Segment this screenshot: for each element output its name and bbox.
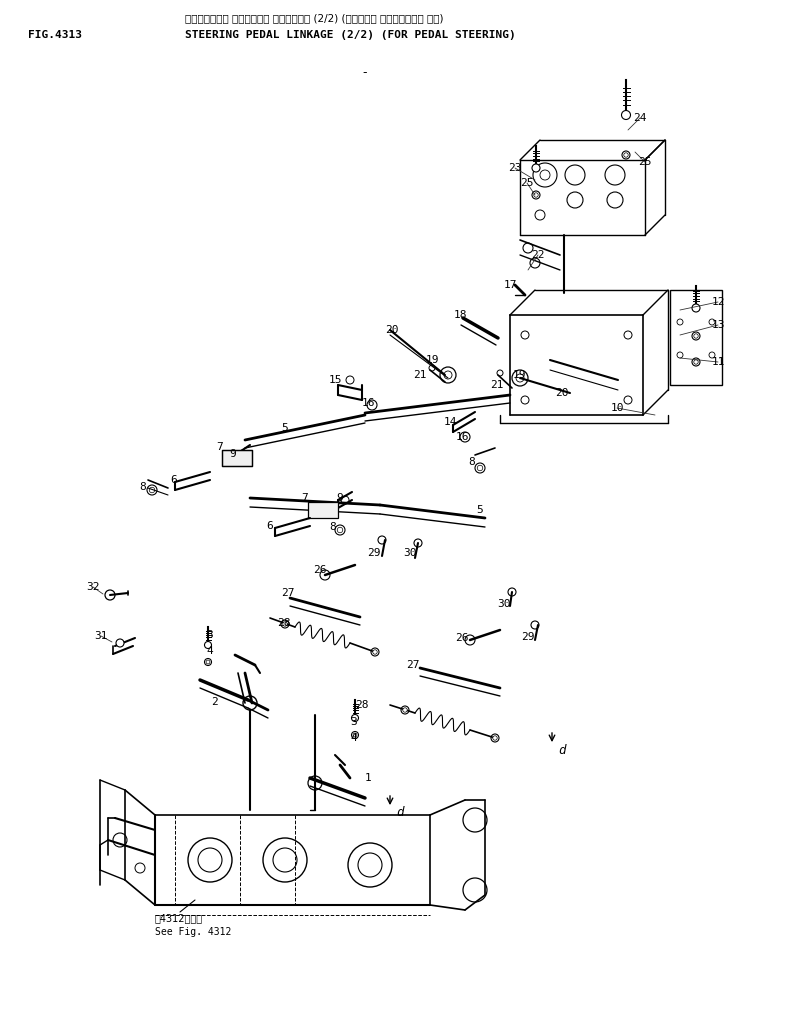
Text: 25: 25 <box>520 178 534 188</box>
Circle shape <box>516 374 524 382</box>
Circle shape <box>353 733 357 737</box>
Text: 8: 8 <box>140 482 146 492</box>
Text: 32: 32 <box>86 582 100 592</box>
Text: 31: 31 <box>94 631 108 641</box>
Circle shape <box>534 192 539 198</box>
Text: 6: 6 <box>267 521 273 531</box>
Text: 25: 25 <box>638 157 652 167</box>
Text: ステアリング゚ コントロール リンケージ゚ (2/2) (ペタァル ステアリング゚ ヨィ): ステアリング゚ コントロール リンケージ゚ (2/2) (ペタァル ステアリン… <box>185 13 444 23</box>
Circle shape <box>403 708 407 712</box>
Circle shape <box>532 164 540 172</box>
Text: 28: 28 <box>356 700 369 710</box>
Circle shape <box>622 110 630 119</box>
Text: 12: 12 <box>711 297 725 307</box>
Circle shape <box>692 304 700 312</box>
Text: 27: 27 <box>281 588 294 598</box>
Text: 26: 26 <box>455 633 469 643</box>
Text: 13: 13 <box>711 320 725 330</box>
Text: 22: 22 <box>531 250 545 260</box>
Circle shape <box>338 527 343 533</box>
Circle shape <box>493 736 497 740</box>
Text: 16: 16 <box>361 398 374 409</box>
Text: 16: 16 <box>455 432 469 442</box>
Circle shape <box>624 152 628 157</box>
Circle shape <box>444 371 452 379</box>
Text: d: d <box>396 807 403 819</box>
Text: d: d <box>558 744 565 756</box>
Text: 19: 19 <box>425 355 439 365</box>
Text: 5: 5 <box>476 505 484 514</box>
Text: 27: 27 <box>407 660 420 670</box>
Bar <box>222 450 252 466</box>
Text: 21: 21 <box>413 370 427 380</box>
Text: 19: 19 <box>513 370 526 380</box>
Text: STEERING PEDAL LINKAGE (2/2) (FOR PEDAL STEERING): STEERING PEDAL LINKAGE (2/2) (FOR PEDAL … <box>185 30 516 40</box>
Text: 8: 8 <box>330 522 337 532</box>
Circle shape <box>373 649 378 654</box>
Circle shape <box>149 488 155 493</box>
Text: 10: 10 <box>610 403 624 413</box>
Text: 5: 5 <box>282 423 288 433</box>
Text: 8: 8 <box>469 457 476 467</box>
Text: 15: 15 <box>328 375 341 385</box>
Circle shape <box>206 660 210 664</box>
Text: 21: 21 <box>491 380 504 390</box>
Text: 17: 17 <box>503 280 517 290</box>
Text: 3: 3 <box>351 717 357 728</box>
Circle shape <box>283 622 287 627</box>
Text: 9: 9 <box>230 449 236 459</box>
Circle shape <box>694 333 698 339</box>
Circle shape <box>205 641 211 648</box>
Text: 28: 28 <box>277 618 290 628</box>
Text: 24: 24 <box>633 113 647 123</box>
Circle shape <box>540 170 550 180</box>
Text: 20: 20 <box>555 388 569 398</box>
Bar <box>308 502 338 518</box>
Text: See Fig. 4312: See Fig. 4312 <box>155 927 232 937</box>
Text: 6: 6 <box>170 475 177 485</box>
Text: 11: 11 <box>711 357 725 367</box>
Text: 30: 30 <box>403 548 417 558</box>
Circle shape <box>352 714 359 721</box>
Text: 第4312図参照: 第4312図参照 <box>155 913 203 923</box>
Text: FIG.4313: FIG.4313 <box>28 30 82 40</box>
Circle shape <box>477 465 483 470</box>
Text: 2: 2 <box>210 697 217 707</box>
Circle shape <box>694 360 698 364</box>
Text: 18: 18 <box>453 310 467 320</box>
Text: 29: 29 <box>521 632 535 642</box>
Text: 30: 30 <box>497 599 511 609</box>
Text: 1: 1 <box>364 773 371 783</box>
Text: 20: 20 <box>385 325 399 335</box>
Text: 23: 23 <box>508 163 522 173</box>
Circle shape <box>116 639 124 647</box>
Text: 7: 7 <box>217 442 224 452</box>
Text: 9: 9 <box>337 493 343 503</box>
Text: 7: 7 <box>301 493 309 503</box>
Text: 26: 26 <box>313 565 327 575</box>
Text: 29: 29 <box>367 548 381 558</box>
Text: -: - <box>363 67 367 79</box>
Text: 4: 4 <box>351 733 357 743</box>
Bar <box>670 290 722 385</box>
Text: 4: 4 <box>206 646 214 657</box>
Text: 14: 14 <box>444 417 457 427</box>
Text: 3: 3 <box>206 630 214 640</box>
